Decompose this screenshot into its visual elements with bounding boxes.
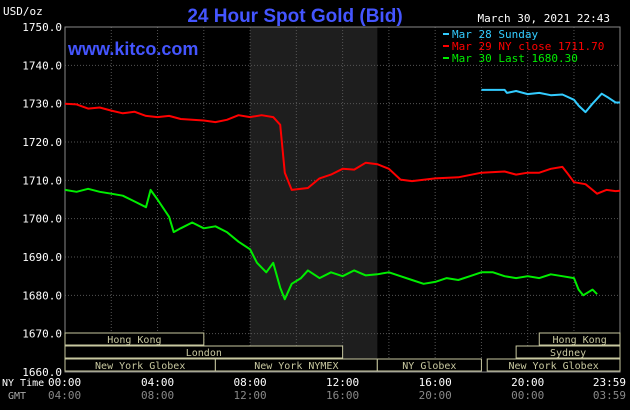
shaded-region: [250, 27, 378, 372]
session-label: Hong Kong: [107, 335, 161, 346]
legend: Mar 28 Sunday Mar 29 NY close 1711.70 Ma…: [443, 28, 604, 65]
y-tick-label: 1720.0: [22, 136, 62, 149]
session-label: Sydney: [550, 348, 586, 359]
x-tick-label-ny: 00:00: [48, 376, 81, 389]
y-tick-label: 1750.0: [22, 21, 62, 34]
legend-swatch-last: [443, 57, 449, 59]
x-tick-label-gmt: 03:59: [593, 389, 626, 402]
y-tick-label: 1660.0: [22, 366, 62, 379]
y-axis-unit: USD/oz: [3, 5, 43, 18]
legend-entry-ny-close: Mar 29 NY close 1711.70: [452, 40, 604, 53]
session-bar: [538, 332, 621, 346]
session-label: New York NYMEX: [254, 361, 338, 372]
plot-border: [64, 26, 621, 373]
y-tick-label: 1740.0: [22, 59, 62, 72]
series-line-0: [481, 88, 620, 114]
legend-entry-sunday: Mar 28 Sunday: [452, 28, 538, 41]
series-line-2: [64, 187, 598, 301]
session-label: New York Globex: [95, 361, 185, 372]
x-tick-label-ny: 20:00: [511, 376, 544, 389]
session-label: Hong Kong: [553, 335, 607, 346]
x-tick-label-ny: 12:00: [326, 376, 359, 389]
y-tick-label: 1680.0: [22, 289, 62, 302]
timestamp: March 30, 2021 22:43: [478, 12, 610, 25]
legend-swatch-sunday: [443, 33, 449, 35]
gmt-row-label: GMT: [8, 391, 26, 402]
series-line-1: [64, 102, 621, 195]
session-bar: [64, 345, 344, 359]
y-tick-label: 1710.0: [22, 174, 62, 187]
series-lines: [64, 88, 621, 301]
session-bar: [64, 332, 205, 346]
y-tick-label: 1700.0: [22, 213, 62, 226]
y-tick-label: 1670.0: [22, 328, 62, 341]
nymex-hours-shade: [250, 27, 378, 372]
chart-title: 24 Hour Spot Gold (Bid): [187, 6, 402, 27]
x-tick-label-gmt: 08:00: [141, 389, 174, 402]
x-tick-label-gmt: 04:00: [48, 389, 81, 402]
x-tick-label-ny: 16:00: [419, 376, 452, 389]
legend-swatch-ny-close: [443, 45, 449, 47]
legend-entry-last: Mar 30 Last 1680.30: [452, 52, 578, 65]
ny-time-row-label: NY Time: [2, 378, 44, 389]
x-tick-label-gmt: 00:00: [511, 389, 544, 402]
session-bar: [376, 358, 482, 372]
x-tick-label-ny: 23:59: [593, 376, 626, 389]
x-axis-ticks: 00:0004:0004:0008:0008:0012:0012:0016:00…: [48, 376, 626, 402]
x-tick-label-gmt: 20:00: [419, 389, 452, 402]
x-tick-label-gmt: 16:00: [326, 389, 359, 402]
session-label: NY Globex: [402, 361, 456, 372]
site-watermark: www.kitco.com: [67, 39, 198, 59]
x-tick-label-ny: 04:00: [141, 376, 174, 389]
session-label: London: [186, 348, 222, 359]
session-bar: [515, 345, 621, 359]
x-tick-label-gmt: 12:00: [234, 389, 267, 402]
y-axis-ticks: 1660.0 1670.0 1680.0 1690.0 1700.0 1710.0 1720…: [22, 21, 62, 379]
y-tick-label: 1730.0: [22, 98, 62, 111]
y-tick-label: 1690.0: [22, 251, 62, 264]
session-label: New York Globex: [508, 361, 598, 372]
session-bar: [486, 358, 621, 372]
x-tick-label-ny: 08:00: [234, 376, 267, 389]
grid: [64, 26, 621, 373]
